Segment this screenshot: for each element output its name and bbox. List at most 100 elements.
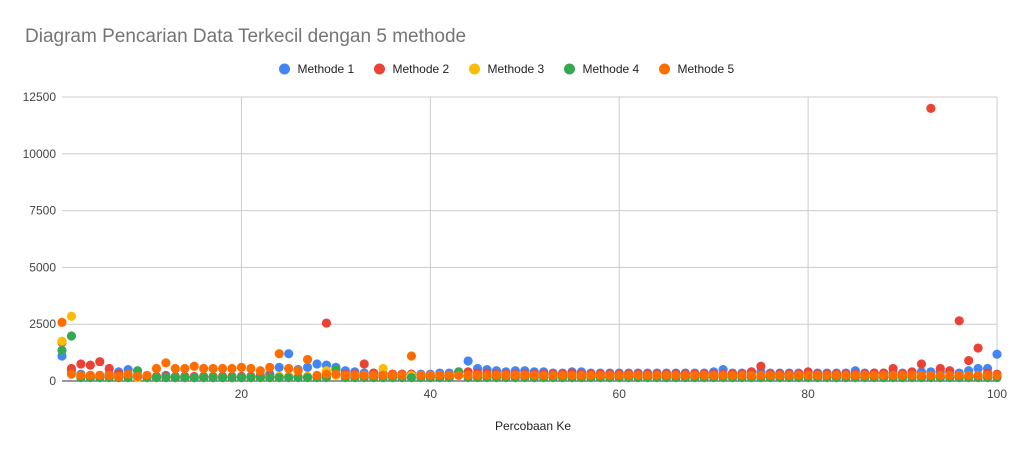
point-methode-5	[850, 370, 860, 380]
x-tick-label: 40	[424, 387, 438, 401]
legend-label: Methode 1	[298, 62, 355, 76]
point-methode-2	[926, 103, 936, 113]
point-methode-5	[66, 369, 77, 379]
point-methode-5	[340, 370, 350, 380]
point-methode-5	[472, 370, 483, 380]
y-tick-label: 12500	[23, 90, 57, 104]
point-methode-1	[973, 363, 983, 374]
point-methode-4	[255, 372, 265, 383]
point-methode-5	[510, 370, 520, 380]
point-methode-4	[199, 372, 209, 383]
point-methode-5	[142, 370, 152, 380]
point-methode-5	[491, 370, 502, 380]
point-methode-1	[302, 362, 313, 372]
point-methode-5	[199, 363, 209, 374]
y-tick-label: 0	[49, 374, 56, 388]
point-methode-4	[180, 372, 190, 383]
point-methode-5	[964, 370, 974, 380]
point-methode-5	[302, 354, 313, 365]
point-methode-5	[236, 362, 247, 372]
point-methode-2	[359, 359, 369, 369]
point-methode-4	[274, 372, 284, 383]
point-methode-4	[170, 372, 180, 383]
point-methode-5	[132, 371, 143, 382]
point-methode-5	[661, 370, 672, 380]
point-methode-5	[954, 370, 964, 380]
point-methode-5	[822, 370, 832, 380]
point-methode-5	[879, 370, 889, 380]
legend-label: Methode 3	[488, 62, 545, 76]
point-methode-4	[151, 372, 162, 383]
point-methode-5	[114, 371, 124, 382]
legend-item-methode-2[interactable]: Methode 2	[374, 62, 450, 76]
legend-item-methode-4[interactable]: Methode 4	[564, 62, 640, 76]
point-methode-2	[756, 361, 766, 371]
legend-marker	[279, 63, 290, 75]
point-methode-1	[312, 359, 322, 369]
point-methode-5	[406, 351, 417, 361]
point-methode-5	[293, 366, 303, 376]
point-methode-5	[671, 370, 681, 380]
legend-marker	[659, 63, 670, 75]
point-methode-5	[841, 370, 851, 380]
point-methode-2	[95, 357, 105, 367]
point-methode-4	[217, 372, 228, 383]
point-methode-5	[869, 370, 879, 380]
point-methode-5	[454, 370, 464, 380]
x-tick-label: 60	[613, 387, 627, 401]
point-methode-5	[935, 370, 945, 380]
point-methode-4	[161, 372, 171, 383]
point-methode-5	[605, 370, 615, 380]
point-methode-5	[321, 369, 332, 379]
point-methode-2	[935, 363, 945, 374]
point-methode-5	[727, 370, 738, 380]
x-tick-labels: 20 40 60 80 100	[235, 387, 1008, 401]
legend-item-methode-1[interactable]: Methode 1	[279, 62, 355, 76]
point-methode-5	[680, 370, 690, 380]
point-methode-4	[208, 372, 218, 383]
point-methode-5	[331, 369, 341, 379]
point-methode-5	[746, 370, 757, 380]
point-methode-5	[104, 370, 114, 380]
point-methode-5	[756, 370, 766, 380]
point-methode-5	[803, 370, 813, 380]
point-methode-5	[444, 370, 454, 380]
legend-label: Methode 4	[583, 62, 640, 76]
point-methode-5	[463, 370, 473, 380]
point-methode-5	[387, 370, 398, 380]
point-methode-5	[501, 370, 511, 380]
point-methode-4	[406, 372, 417, 383]
point-methode-5	[897, 370, 908, 380]
point-methode-5	[57, 317, 67, 327]
point-methode-5	[907, 370, 917, 380]
point-methode-4	[227, 372, 237, 383]
point-methode-5	[170, 363, 180, 374]
point-methode-5	[161, 358, 171, 368]
point-methode-5	[378, 370, 388, 380]
point-methode-5	[794, 370, 804, 380]
point-methode-2	[973, 343, 983, 353]
legend[interactable]: Methode 1 Methode 2 Methode 3 Methode 4 Meth…	[279, 62, 735, 76]
point-methode-4	[236, 372, 247, 383]
point-methode-2	[954, 316, 964, 326]
point-methode-5	[274, 349, 284, 359]
legend-item-methode-3[interactable]: Methode 3	[469, 62, 545, 76]
point-methode-5	[784, 370, 794, 380]
point-methode-5	[425, 370, 435, 380]
point-methode-5	[888, 370, 898, 380]
point-methode-5	[614, 370, 624, 380]
point-methode-5	[265, 362, 275, 372]
y-tick-label: 5000	[29, 260, 56, 274]
point-methode-5	[718, 370, 728, 380]
point-methode-5	[246, 363, 256, 374]
point-methode-5	[699, 370, 709, 380]
point-methode-5	[586, 370, 596, 380]
point-methode-1	[463, 356, 473, 366]
point-methode-5	[652, 370, 662, 380]
point-methode-5	[860, 370, 870, 380]
point-methode-5	[642, 370, 653, 380]
point-methode-5	[189, 361, 199, 371]
legend-item-methode-5[interactable]: Methode 5	[659, 62, 735, 76]
point-methode-5	[576, 370, 587, 380]
